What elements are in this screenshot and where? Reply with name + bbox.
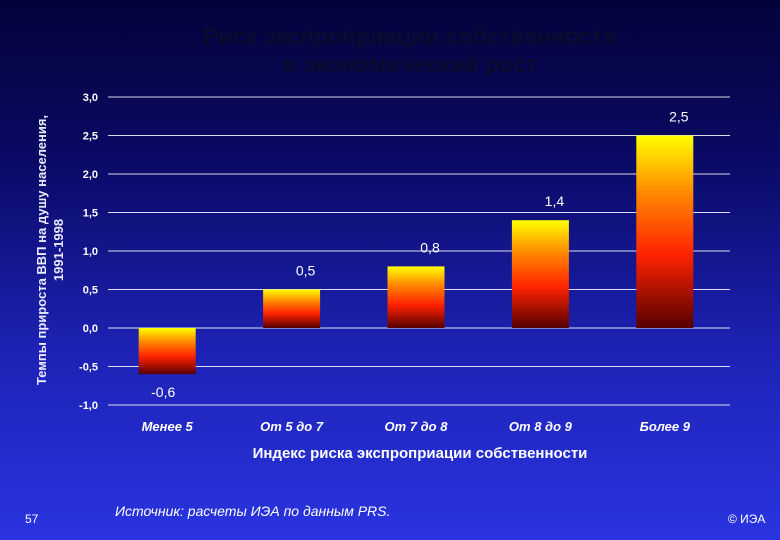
bar: [636, 135, 694, 328]
x-tick-label: Менее 5: [142, 419, 194, 434]
bars: [138, 135, 694, 375]
data-label: -0,6: [151, 384, 175, 400]
chart-title: Риск экспроприации собственности и эконо…: [110, 22, 710, 78]
y-tick-label: 1,5: [83, 208, 98, 220]
y-tick-label: -1,0: [79, 400, 98, 412]
y-tick-label: 2,5: [83, 131, 98, 143]
bar: [263, 289, 321, 328]
chart-title-line-1: Риск экспроприации собственности: [203, 23, 617, 49]
data-labels: -0,6 0,5 0,8 1,4 2,5: [151, 109, 689, 401]
bar: [511, 220, 569, 328]
x-axis-label: Индекс риска экспроприации собственности: [252, 445, 588, 462]
x-tick-label: От 5 до 7: [260, 419, 324, 434]
x-axis-ticks: Менее 5 От 5 до 7 От 7 до 8 От 8 до 9 Более …: [142, 419, 691, 434]
y-tick-label: 1,0: [83, 246, 98, 258]
chart-title-line-2: и экономический рост: [283, 51, 537, 77]
copyright: © ИЭА: [728, 512, 766, 526]
data-label: 0,8: [420, 239, 440, 255]
x-tick-label: Более 9: [640, 419, 691, 434]
y-tick-label: 0,0: [83, 323, 98, 335]
data-label: 2,5: [669, 109, 689, 125]
page-number: 57: [25, 512, 39, 526]
y-tick-label: -0,5: [79, 362, 98, 374]
x-tick-label: От 7 до 8: [385, 419, 449, 434]
y-tick-label: 2,0: [83, 169, 98, 181]
data-label: 1,4: [545, 193, 565, 209]
y-axis-ticks: 3,0 2,5 2,0 1,5 1,0 0,5 0,0 -0,5 -1,0: [79, 92, 98, 412]
bar: [138, 328, 196, 375]
source-note: Источник: расчеты ИЭА по данным PRS.: [115, 503, 391, 519]
bar: [387, 266, 445, 328]
y-tick-label: 0,5: [83, 285, 98, 297]
y-tick-label: 3,0: [83, 92, 98, 104]
x-tick-label: От 8 до 9: [509, 419, 573, 434]
data-label: 0,5: [296, 263, 316, 279]
